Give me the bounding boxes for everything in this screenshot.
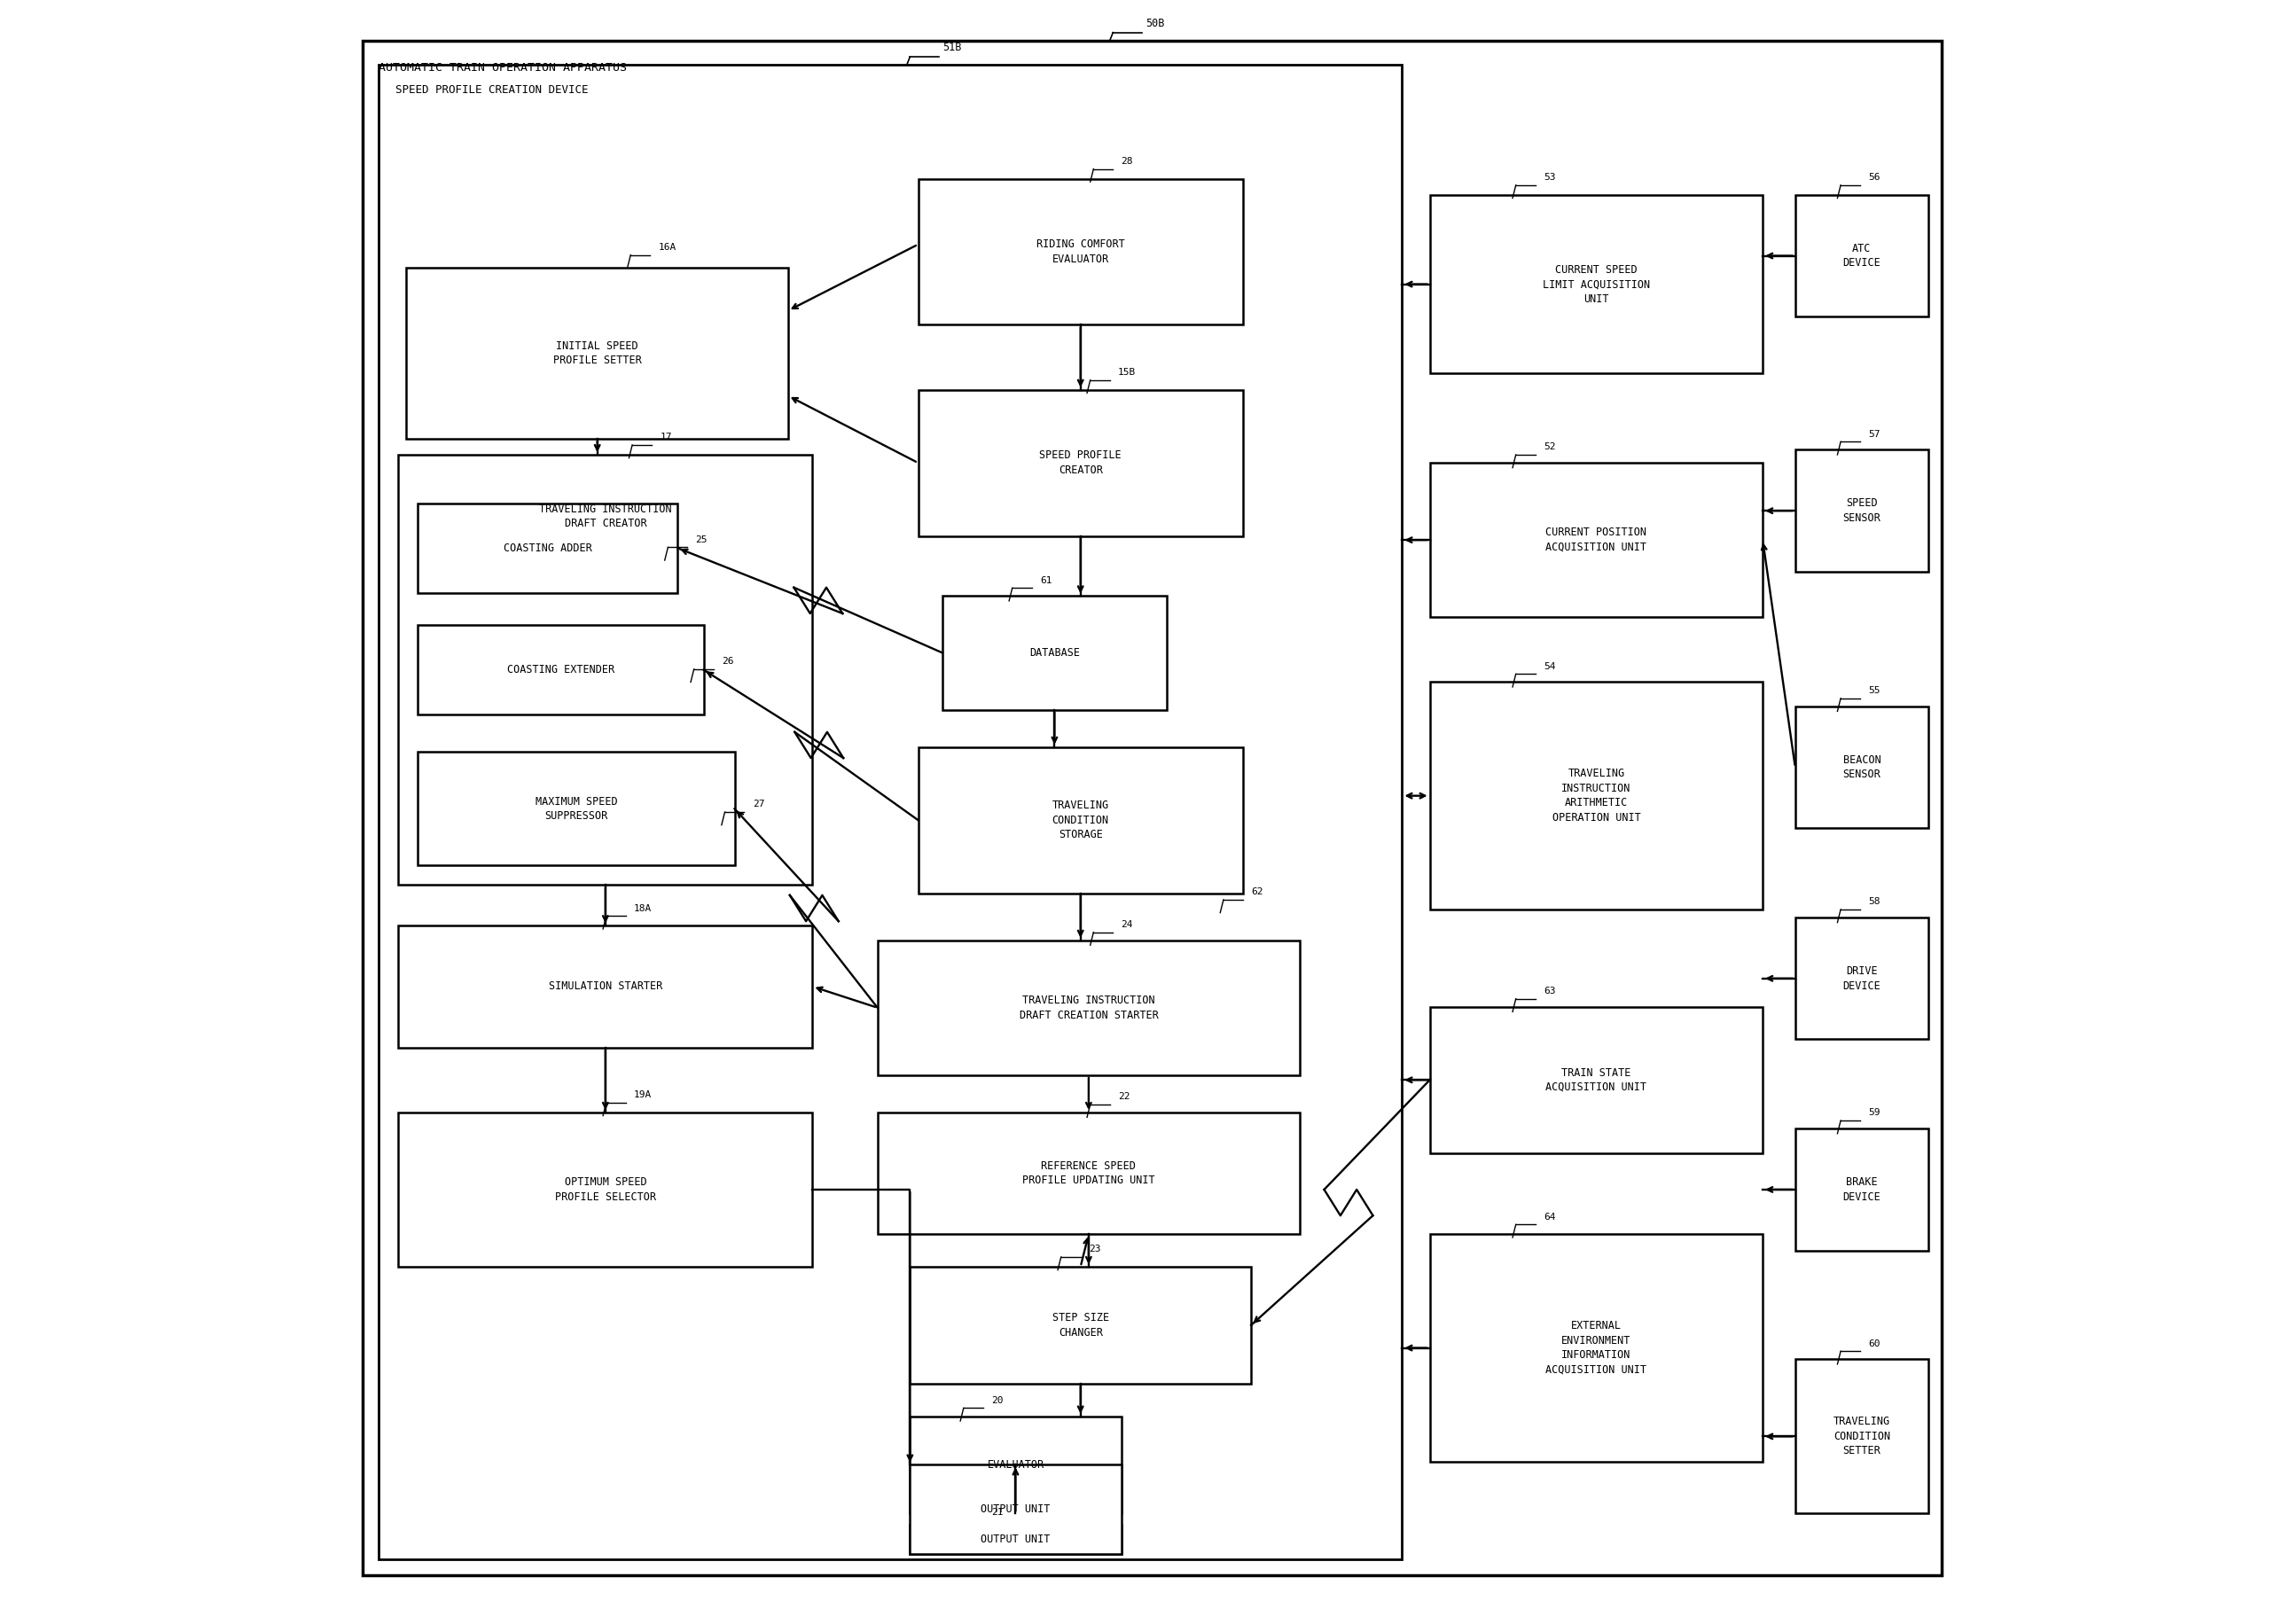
- FancyBboxPatch shape: [399, 926, 813, 1047]
- Text: STEP SIZE
CHANGER: STEP SIZE CHANGER: [1052, 1312, 1109, 1338]
- FancyBboxPatch shape: [362, 41, 1940, 1575]
- FancyBboxPatch shape: [1796, 1359, 1929, 1514]
- Text: INITIAL SPEED
PROFILE SETTER: INITIAL SPEED PROFILE SETTER: [552, 339, 641, 367]
- Text: 62: 62: [1251, 888, 1262, 896]
- Text: 15B: 15B: [1118, 369, 1136, 377]
- Text: 25: 25: [696, 536, 708, 544]
- FancyBboxPatch shape: [1796, 706, 1929, 828]
- Text: 28: 28: [1120, 158, 1134, 166]
- FancyBboxPatch shape: [417, 625, 703, 715]
- FancyBboxPatch shape: [910, 1416, 1120, 1514]
- FancyBboxPatch shape: [417, 503, 678, 593]
- Text: 27: 27: [751, 801, 765, 809]
- FancyBboxPatch shape: [399, 1112, 813, 1267]
- Text: 64: 64: [1544, 1213, 1556, 1221]
- Text: TRAVELING INSTRUCTION
DRAFT CREATOR: TRAVELING INSTRUCTION DRAFT CREATOR: [538, 503, 671, 529]
- Text: 63: 63: [1544, 987, 1556, 996]
- Text: 55: 55: [1867, 687, 1881, 695]
- FancyBboxPatch shape: [1796, 195, 1929, 317]
- Text: BEACON
SENSOR: BEACON SENSOR: [1842, 754, 1881, 781]
- Text: 22: 22: [1118, 1093, 1129, 1101]
- FancyBboxPatch shape: [1796, 918, 1929, 1039]
- Text: AUTOMATIC TRAIN OPERATION APPARATUS: AUTOMATIC TRAIN OPERATION APPARATUS: [378, 62, 628, 73]
- FancyBboxPatch shape: [1430, 1234, 1762, 1462]
- Text: 57: 57: [1867, 430, 1881, 438]
- Text: SIMULATION STARTER: SIMULATION STARTER: [548, 981, 662, 992]
- Text: DATABASE: DATABASE: [1029, 646, 1079, 659]
- Text: SPEED PROFILE
CREATOR: SPEED PROFILE CREATOR: [1040, 450, 1123, 476]
- FancyBboxPatch shape: [1430, 1007, 1762, 1153]
- Text: BRAKE
DEVICE: BRAKE DEVICE: [1842, 1176, 1881, 1203]
- FancyBboxPatch shape: [910, 1525, 1120, 1554]
- Text: TRAVELING INSTRUCTION
DRAFT CREATION STARTER: TRAVELING INSTRUCTION DRAFT CREATION STA…: [1019, 994, 1159, 1021]
- Text: COASTING EXTENDER: COASTING EXTENDER: [506, 664, 614, 676]
- Text: CURRENT SPEED
LIMIT ACQUISITION
UNIT: CURRENT SPEED LIMIT ACQUISITION UNIT: [1542, 263, 1650, 305]
- FancyBboxPatch shape: [399, 455, 813, 885]
- FancyBboxPatch shape: [919, 747, 1244, 893]
- Text: SPEED
SENSOR: SPEED SENSOR: [1842, 497, 1881, 525]
- Text: 60: 60: [1867, 1340, 1881, 1348]
- FancyBboxPatch shape: [1430, 195, 1762, 374]
- Text: 23: 23: [1088, 1246, 1100, 1254]
- Text: TRAIN STATE
ACQUISITION UNIT: TRAIN STATE ACQUISITION UNIT: [1546, 1067, 1647, 1093]
- Text: ATC
DEVICE: ATC DEVICE: [1842, 242, 1881, 270]
- Text: 20: 20: [992, 1397, 1003, 1405]
- Text: 61: 61: [1040, 577, 1052, 585]
- Text: 17: 17: [660, 434, 671, 442]
- Text: 24: 24: [1120, 921, 1134, 929]
- Text: 50B: 50B: [1146, 18, 1164, 29]
- Text: 26: 26: [722, 658, 733, 666]
- Text: 52: 52: [1544, 443, 1556, 451]
- FancyBboxPatch shape: [406, 268, 788, 438]
- Text: 16A: 16A: [658, 244, 676, 252]
- Text: 19A: 19A: [635, 1091, 653, 1099]
- Text: 59: 59: [1867, 1109, 1881, 1117]
- Text: TRAVELING
CONDITION
SETTER: TRAVELING CONDITION SETTER: [1833, 1416, 1890, 1457]
- Text: 56: 56: [1867, 174, 1881, 182]
- Text: RIDING COMFORT
EVALUATOR: RIDING COMFORT EVALUATOR: [1036, 239, 1125, 265]
- Text: TRAVELING
INSTRUCTION
ARITHMETIC
OPERATION UNIT: TRAVELING INSTRUCTION ARITHMETIC OPERATI…: [1551, 768, 1640, 823]
- FancyBboxPatch shape: [942, 596, 1166, 710]
- Text: 51B: 51B: [942, 42, 962, 54]
- Text: EVALUATOR: EVALUATOR: [987, 1458, 1045, 1471]
- Text: DRIVE
DEVICE: DRIVE DEVICE: [1842, 965, 1881, 992]
- Text: COASTING ADDER: COASTING ADDER: [504, 542, 591, 554]
- Text: 54: 54: [1544, 663, 1556, 671]
- FancyBboxPatch shape: [1430, 463, 1762, 617]
- Text: REFERENCE SPEED
PROFILE UPDATING UNIT: REFERENCE SPEED PROFILE UPDATING UNIT: [1022, 1160, 1155, 1187]
- Text: MAXIMUM SPEED
SUPPRESSOR: MAXIMUM SPEED SUPPRESSOR: [536, 796, 616, 822]
- FancyBboxPatch shape: [910, 1465, 1120, 1554]
- Text: 53: 53: [1544, 174, 1556, 182]
- FancyBboxPatch shape: [919, 390, 1244, 536]
- Text: TRAVELING
CONDITION
STORAGE: TRAVELING CONDITION STORAGE: [1052, 799, 1109, 841]
- FancyBboxPatch shape: [378, 65, 1402, 1559]
- Text: 18A: 18A: [635, 905, 653, 913]
- FancyBboxPatch shape: [1796, 1129, 1929, 1250]
- FancyBboxPatch shape: [1796, 450, 1929, 572]
- Text: OUTPUT UNIT: OUTPUT UNIT: [981, 1504, 1049, 1515]
- FancyBboxPatch shape: [1430, 682, 1762, 909]
- FancyBboxPatch shape: [877, 940, 1299, 1075]
- FancyBboxPatch shape: [417, 752, 735, 866]
- Text: EXTERNAL
ENVIRONMENT
INFORMATION
ACQUISITION UNIT: EXTERNAL ENVIRONMENT INFORMATION ACQUISI…: [1546, 1320, 1647, 1376]
- Text: OPTIMUM SPEED
PROFILE SELECTOR: OPTIMUM SPEED PROFILE SELECTOR: [554, 1176, 655, 1203]
- FancyBboxPatch shape: [910, 1267, 1251, 1384]
- Text: CURRENT POSITION
ACQUISITION UNIT: CURRENT POSITION ACQUISITION UNIT: [1546, 526, 1647, 554]
- FancyBboxPatch shape: [877, 1112, 1299, 1234]
- FancyBboxPatch shape: [919, 179, 1244, 325]
- Text: OUTPUT UNIT: OUTPUT UNIT: [981, 1533, 1049, 1546]
- Text: 58: 58: [1867, 898, 1881, 906]
- Text: SPEED PROFILE CREATION DEVICE: SPEED PROFILE CREATION DEVICE: [394, 84, 589, 96]
- Text: 21: 21: [992, 1509, 1003, 1517]
